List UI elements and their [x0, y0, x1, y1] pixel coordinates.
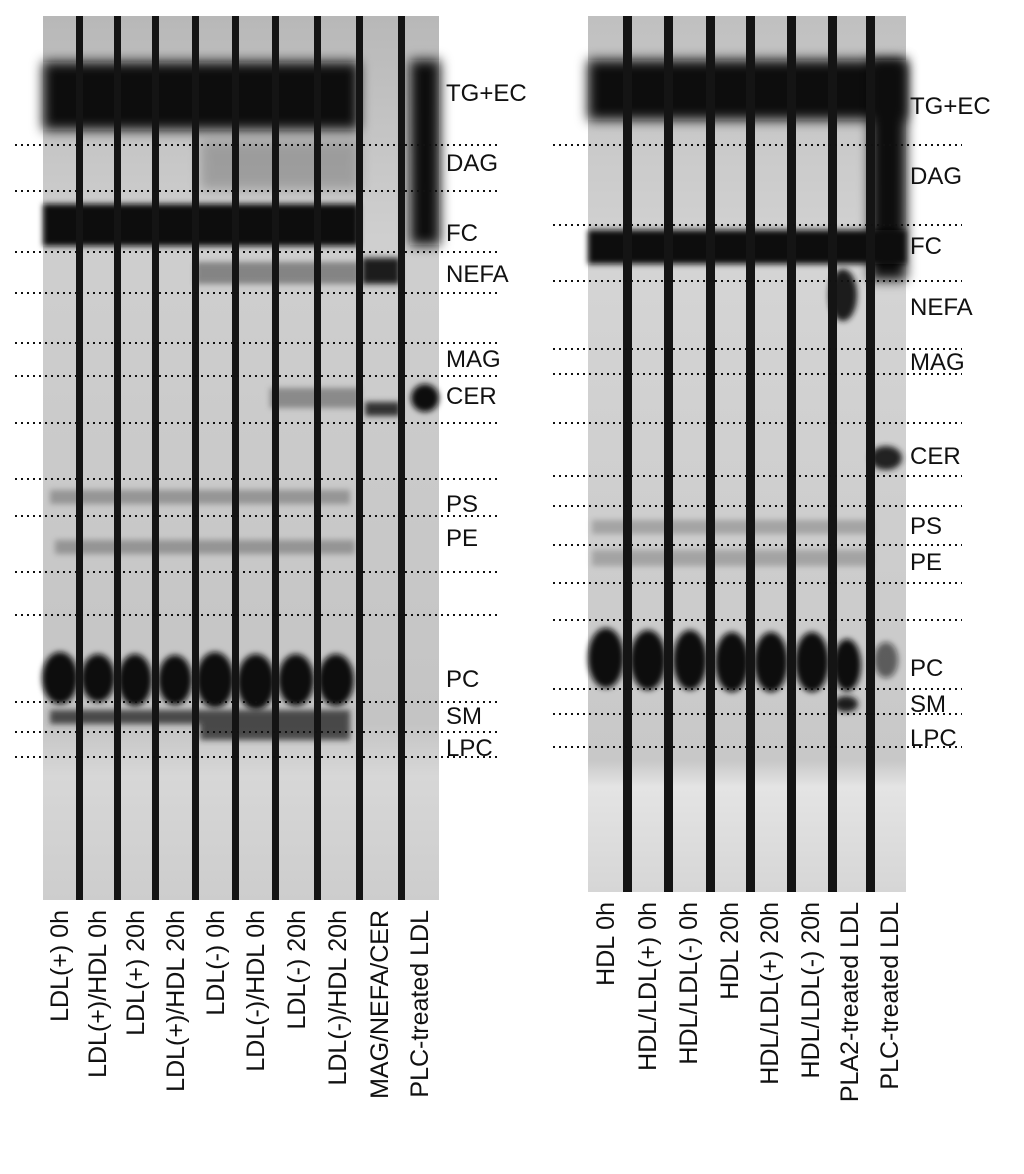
band-label-dag: DAG [446, 150, 498, 177]
lane-label: HDL 0h [592, 902, 620, 986]
lane-label: PLC-treated LDL [876, 902, 904, 1090]
right-tlc-plate [588, 16, 906, 892]
left-lane-labels: LDL(+) 0h LDL(+)/HDL 0h LDL(+) 20h LDL(+… [46, 910, 434, 1099]
lane-label: LDL(-) 0h [202, 910, 230, 1016]
left-band-labels: TG+EC DAG FC NEFA MAG CER PS PE PC SM LP… [446, 80, 527, 762]
lane-label: LDL(+) 20h [122, 910, 150, 1036]
band-label-dag: DAG [910, 163, 962, 190]
band-label-tg-ec: TG+EC [910, 93, 991, 120]
right-band-labels: TG+EC DAG FC NEFA MAG CER PS PE PC SM LP… [910, 93, 991, 752]
band-label-ps: PS [446, 491, 478, 518]
lane-label: PLC-treated LDL [406, 910, 434, 1098]
band-label-lpc: LPC [446, 735, 493, 762]
lane-label: PLA2-treated LDL [836, 902, 864, 1102]
lane-label: HDL/LDL(-) 0h [675, 902, 703, 1065]
band-label-mag: MAG [446, 346, 501, 373]
lane-label: LDL(+)/HDL 0h [84, 910, 112, 1078]
band-label-ps: PS [910, 513, 942, 540]
band-label-nefa: NEFA [910, 294, 973, 321]
lane-label: HDL 20h [716, 902, 744, 1000]
band-label-pe: PE [910, 549, 942, 576]
band-label-sm: SM [910, 691, 946, 718]
right-lane-labels: HDL 0h HDL/LDL(+) 0h HDL/LDL(-) 0h HDL 2… [592, 902, 904, 1102]
lane-label: HDL/LDL(-) 20h [797, 902, 825, 1078]
lane-label: MAG/NEFA/CER [366, 910, 394, 1099]
lane-label: LDL(+)/HDL 20h [162, 910, 190, 1092]
band-label-sm: SM [446, 703, 482, 730]
right-dotted-lines [553, 144, 962, 748]
left-tlc-plate [42, 16, 440, 900]
band-label-lpc: LPC [910, 725, 957, 752]
band-label-tg-ec: TG+EC [446, 80, 527, 107]
band-label-fc: FC [910, 233, 942, 260]
band-label-cer: CER [910, 443, 961, 470]
lane-label: LDL(-)/HDL 0h [242, 910, 270, 1072]
lane-label: LDL(-)/HDL 20h [324, 910, 352, 1086]
lane-label: LDL(+) 0h [46, 910, 74, 1022]
band-label-mag: MAG [910, 349, 965, 376]
band-label-fc: FC [446, 220, 478, 247]
band-label-pc: PC [910, 655, 943, 682]
band-label-pc: PC [446, 666, 479, 693]
band-label-pe: PE [446, 525, 478, 552]
lane-label: HDL/LDL(+) 0h [634, 902, 662, 1071]
band-label-nefa: NEFA [446, 261, 509, 288]
band-label-cer: CER [446, 383, 497, 410]
lane-label: HDL/LDL(+) 20h [756, 902, 784, 1085]
lane-label: LDL(-) 20h [283, 910, 311, 1030]
